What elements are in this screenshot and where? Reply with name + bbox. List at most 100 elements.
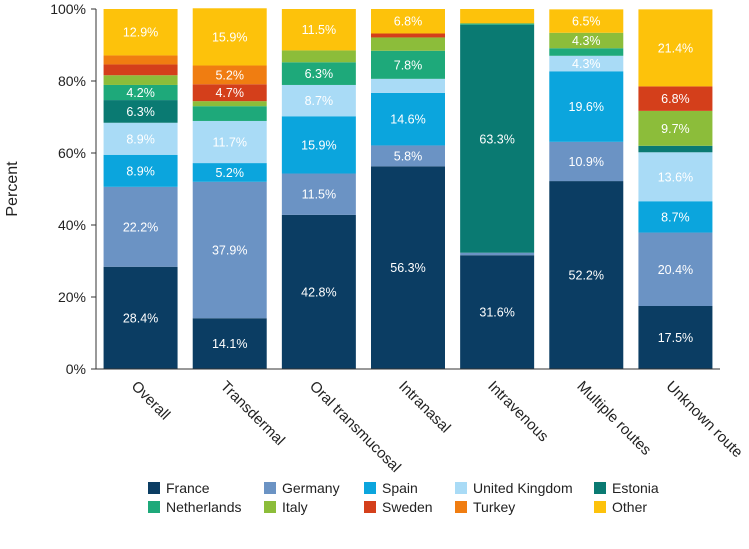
legend-item-sweden: Sweden: [364, 499, 433, 515]
bar-segment-united-kingdom: [281, 84, 356, 117]
data-label: 6.8%: [394, 15, 423, 29]
y-tick-label: 20%: [58, 289, 86, 305]
data-label: 6.3%: [126, 105, 155, 119]
legend-item-estonia: Estonia: [594, 480, 659, 496]
x-tick-label: Oral transmucosal: [306, 378, 404, 476]
legend-item-united-kingdom: United Kingdom: [455, 480, 573, 496]
bar-segment-estonia: [103, 100, 178, 123]
data-label: 5.8%: [394, 149, 423, 163]
bar-segment-italy: [281, 50, 356, 63]
bar-segment-netherlands: [281, 62, 356, 85]
legend-swatch: [364, 501, 376, 513]
data-label: 6.8%: [661, 92, 690, 106]
bar-segment-france: [460, 255, 535, 369]
legend-item-other: Other: [594, 499, 647, 515]
bar-segment-turkey: [103, 55, 178, 65]
data-label: 63.3%: [479, 132, 514, 146]
data-label: 4.3%: [572, 57, 601, 71]
x-tick-label: Multiple routes: [573, 378, 654, 459]
legend-label: Germany: [282, 480, 340, 496]
bar-segment-other: [371, 9, 445, 34]
bar-segment-united-kingdom: [371, 78, 445, 93]
data-label: 37.9%: [212, 244, 247, 258]
bar-segment-netherlands: [103, 84, 178, 101]
x-tick-label: Intravenous: [484, 378, 551, 445]
data-label: 21.4%: [658, 41, 693, 55]
legend-swatch: [594, 482, 606, 494]
x-tick-label: Unknown route: [663, 378, 746, 461]
bar-segment-spain: [192, 163, 267, 182]
data-label: 15.9%: [212, 30, 247, 44]
data-label: 6.5%: [572, 15, 601, 29]
legend-label: Sweden: [382, 499, 433, 515]
bar-segment-sweden: [638, 86, 713, 111]
data-label: 14.1%: [212, 337, 247, 351]
y-tick-label: 100%: [50, 1, 86, 17]
data-label: 9.7%: [661, 122, 690, 136]
bar-segment-sweden: [192, 84, 267, 102]
y-tick-label: 0%: [66, 361, 86, 377]
data-label: 14.6%: [390, 113, 425, 127]
bar-segment-other: [549, 9, 624, 33]
bar-segment-germany: [460, 252, 535, 256]
bar-segment-other: [103, 9, 178, 56]
y-tick-label: 40%: [58, 217, 86, 233]
x-tick-label: Overall: [128, 378, 174, 424]
data-label: 5.2%: [215, 68, 244, 82]
bar-segment-united-kingdom: [549, 55, 624, 72]
bar-stack-overall: 28.4% 22.2% 8.9% 8.9% 6.3% 4.2% 12.9%: [103, 9, 178, 369]
bar-segment-france: [371, 166, 445, 369]
bar-segment-sweden: [103, 64, 178, 76]
bar-segment-italy: [192, 101, 267, 107]
legend-item-germany: Germany: [264, 480, 340, 496]
data-label: 8.9%: [126, 132, 155, 146]
data-label: 19.6%: [569, 100, 604, 114]
bar-segment-italy: [371, 37, 445, 51]
legend-item-netherlands: Netherlands: [148, 499, 242, 515]
legend-item-spain: Spain: [364, 480, 418, 496]
legend-item-turkey: Turkey: [455, 499, 515, 515]
bar-stack-unknown-route: 17.5% 20.4% 8.7% 13.6% 9.7% 6.8% 21.4%: [638, 9, 713, 369]
legend-swatch: [594, 501, 606, 513]
legend-swatch: [455, 482, 467, 494]
legend-label: France: [166, 480, 210, 496]
bar-segment-other: [460, 9, 535, 24]
data-label: 11.5%: [302, 188, 337, 202]
bar-segment-france: [281, 214, 356, 369]
bar-segment-netherlands: [371, 50, 445, 79]
x-tick-label: Transdermal: [217, 378, 288, 449]
bar-segment-italy: [549, 32, 624, 49]
bar-stack-multiple-routes: 52.2% 10.9% 19.6% 4.3% 4.3% 6.5%: [549, 9, 624, 369]
bar-segment-germany: [549, 141, 624, 182]
legend-swatch: [264, 482, 276, 494]
data-label: 8.7%: [661, 210, 690, 224]
bar-stack-transdermal: 14.1% 37.9% 5.2% 11.7% 4.7% 5.2% 15.9%: [192, 8, 267, 369]
legend-swatch: [148, 501, 160, 513]
data-label: 22.2%: [123, 220, 158, 234]
data-label: 4.7%: [215, 86, 244, 100]
data-label: 56.3%: [390, 261, 425, 275]
bar-segment-france: [549, 181, 624, 369]
x-axis: Overall Transdermal Oral transmucosal Intra…: [96, 368, 746, 476]
bar-segment-germany: [281, 173, 356, 215]
data-label: 8.7%: [305, 94, 334, 108]
bar-segment-other: [281, 9, 356, 51]
bar-segment-netherlands: [460, 23, 535, 25]
bar-segment-germany: [192, 181, 267, 319]
data-label: 4.3%: [572, 34, 601, 48]
bar-segment-sweden: [371, 33, 445, 38]
data-label: 42.8%: [301, 285, 336, 299]
bar-segment-spain: [638, 201, 713, 233]
data-label: 15.9%: [301, 138, 336, 152]
y-axis-title: Percent: [4, 161, 21, 217]
data-label: 52.2%: [569, 269, 604, 283]
bar-segment-france: [638, 306, 713, 369]
legend-swatch: [148, 482, 160, 494]
legend-label: Estonia: [612, 480, 659, 496]
legend-label: Netherlands: [166, 499, 242, 515]
data-label: 12.9%: [123, 26, 158, 40]
bar-segment-spain: [103, 154, 178, 187]
bar-segment-spain: [549, 71, 624, 142]
data-label: 31.6%: [479, 306, 514, 320]
